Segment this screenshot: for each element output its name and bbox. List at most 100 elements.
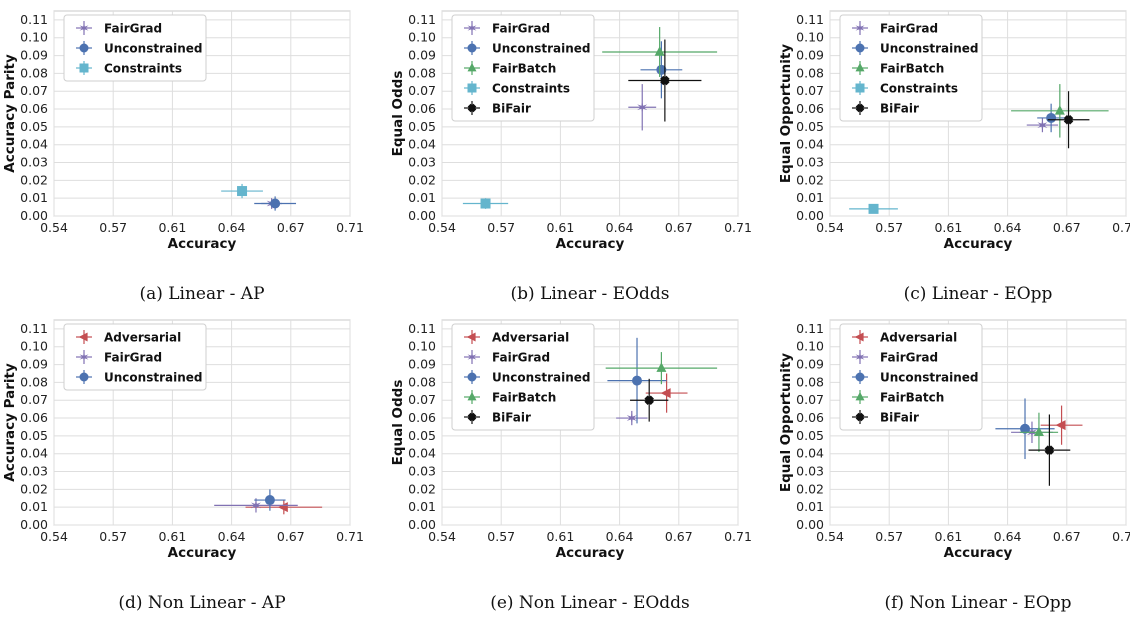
y-tick-label: 0.06 (796, 410, 824, 425)
x-axis-label: Accuracy (944, 545, 1013, 561)
legend-label: FairGrad (880, 351, 938, 365)
legend-entry: FairGrad (852, 350, 938, 365)
x-tick-label: 0.61 (934, 220, 962, 235)
x-tick-label: 0.61 (546, 220, 574, 235)
y-tick-label: 0.03 (20, 155, 48, 170)
legend-label: Constraints (104, 62, 182, 76)
x-tick-label: 0.64 (218, 220, 246, 235)
series-fairbatch (1019, 412, 1059, 452)
y-tick-label: 0.11 (796, 12, 824, 27)
legend-entry: FairBatch (852, 390, 944, 405)
legend: FairGrad Unconstrained FairBatch Constraint… (451, 14, 595, 122)
data-point (660, 75, 670, 86)
data-point (1044, 445, 1055, 455)
legend-marker (855, 412, 865, 422)
y-tick-label: 0.03 (20, 464, 48, 479)
subplot-6: 0.54 0.57 0.61 0.64 0.67 0.71 0.00 0.01 0.02 0.03… (778, 319, 1130, 613)
y-tick-label: 0.08 (408, 374, 436, 389)
legend-marker (78, 332, 88, 342)
subplot-1: 0.54 0.57 0.61 0.64 0.67 0.71 0.00 0.01 0.02 0.03… (2, 10, 364, 304)
legend-marker (855, 391, 865, 401)
x-tick-label: 0.57 (99, 220, 127, 235)
x-tick-label: 0.57 (487, 529, 515, 544)
legend-entry: Adversarial (852, 330, 957, 345)
legend-label: FairBatch (492, 391, 556, 405)
y-tick-label: 0.01 (796, 499, 824, 514)
y-tick-label: 0.05 (20, 119, 48, 134)
legend-entry: BiFair (852, 101, 919, 116)
y-tick-label: 0.10 (20, 30, 48, 45)
y-tick-label: 0.07 (796, 83, 824, 98)
x-tick-label: 0.54 (40, 220, 68, 235)
legend-label: Unconstrained (492, 371, 590, 385)
y-tick-label: 0.09 (408, 48, 436, 63)
y-tick-label: 0.02 (796, 481, 824, 496)
data-point (277, 502, 288, 513)
data-point (868, 203, 879, 214)
y-tick-label: 0.03 (408, 155, 436, 170)
x-axis-label: Accuracy (168, 236, 237, 252)
y-tick-label: 0.02 (796, 172, 824, 187)
legend-label: FairBatch (492, 62, 556, 76)
legend-label: Unconstrained (104, 42, 202, 56)
data-point (626, 412, 637, 424)
y-tick-label: 0.04 (20, 446, 48, 461)
legend-label: Unconstrained (880, 42, 978, 56)
legend-entry: FairBatch (464, 61, 556, 76)
x-tick-label: 0.71 (724, 220, 752, 235)
x-tick-label: 0.64 (606, 220, 634, 235)
y-tick-label: 0.08 (20, 65, 48, 80)
data-point (1033, 426, 1044, 437)
x-tick-label: 0.57 (487, 220, 515, 235)
y-tick-label: 0.05 (796, 428, 824, 443)
x-tick-label: 0.71 (1112, 220, 1130, 235)
y-tick-label: 0.00 (20, 517, 48, 532)
series-bifair (630, 378, 669, 422)
y-tick-label: 0.00 (408, 517, 436, 532)
y-tick-label: 0.11 (796, 321, 824, 336)
data-point (1020, 423, 1031, 434)
legend-marker (467, 351, 477, 363)
legend-label: Unconstrained (104, 371, 202, 385)
data-point (654, 46, 665, 56)
legend-entry: FairGrad (76, 21, 162, 36)
subplot-caption: (e) Non Linear - EOdds (490, 593, 690, 613)
data-point (1037, 119, 1048, 131)
series-fairgrad (616, 410, 648, 426)
y-tick-label: 0.10 (408, 339, 436, 354)
x-tick-label: 0.61 (546, 529, 574, 544)
y-axis-label: Equal Opportunity (778, 44, 794, 183)
series-fairbatch (602, 27, 718, 77)
x-tick-label: 0.54 (428, 220, 456, 235)
legend-label: FairGrad (880, 22, 938, 36)
y-tick-label: 0.07 (20, 83, 48, 98)
series-unconstrained (254, 196, 297, 211)
y-tick-label: 0.05 (408, 119, 436, 134)
y-tick-label: 0.02 (20, 172, 48, 187)
y-tick-label: 0.08 (796, 374, 824, 389)
subplot-5: 0.54 0.57 0.61 0.64 0.67 0.71 0.00 0.01 0.02 0.03… (390, 319, 752, 613)
y-tick-label: 0.06 (20, 410, 48, 425)
legend-label: FairGrad (104, 351, 162, 365)
legend-box (63, 14, 207, 82)
series-constraints (849, 203, 898, 214)
data-point (1046, 112, 1057, 123)
y-tick-label: 0.06 (408, 410, 436, 425)
y-tick-label: 0.09 (20, 357, 48, 372)
y-tick-label: 0.10 (20, 339, 48, 354)
subplot-caption: (b) Linear - EOdds (511, 284, 670, 304)
y-tick-label: 0.06 (796, 101, 824, 116)
y-tick-label: 0.11 (408, 12, 436, 27)
y-axis-label: Equal Odds (390, 71, 406, 157)
data-point (1055, 420, 1066, 431)
legend-label: BiFair (492, 411, 531, 425)
y-tick-label: 0.10 (408, 30, 436, 45)
legend-label: Adversarial (880, 331, 957, 345)
series-unconstrained (995, 398, 1055, 460)
x-tick-label: 0.71 (724, 529, 752, 544)
legend-entry: Unconstrained (464, 370, 590, 385)
subplot-3: 0.54 0.57 0.61 0.64 0.67 0.71 0.00 0.01 0.02 0.03… (778, 10, 1130, 304)
y-tick-label: 0.02 (20, 481, 48, 496)
legend: Adversarial FairGrad Unconstrained FairBatc… (839, 323, 983, 431)
legend-label: FairGrad (492, 22, 550, 36)
